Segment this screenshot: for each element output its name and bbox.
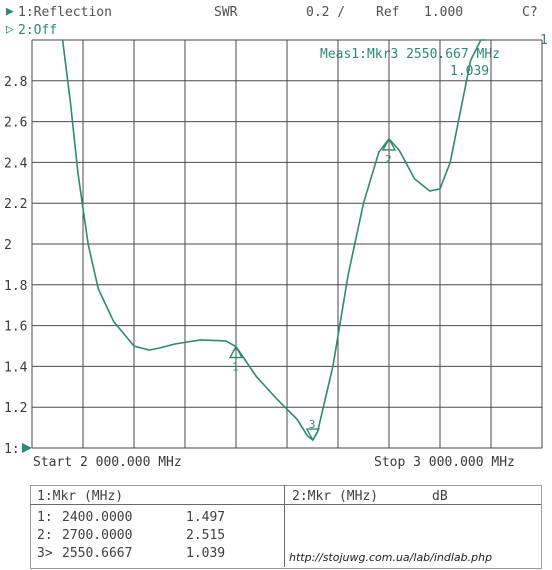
trace2-label[interactable]: 2:Off	[18, 23, 58, 38]
y-tick-label: 1:	[4, 442, 20, 457]
marker-readout-line2: 1.039	[450, 64, 490, 79]
marker-3-label: 3	[309, 418, 316, 431]
marker-2-icon	[381, 137, 397, 151]
y-tick-label: 2.2	[4, 197, 27, 212]
table-row-2-freq: 2700.0000	[62, 528, 133, 543]
marker-3-icon	[305, 428, 321, 442]
ref-position-icon	[22, 443, 32, 453]
table-row-1-value: 1.497	[186, 510, 226, 525]
start-frequency[interactable]: Start 2 000.000 MHz	[33, 455, 182, 470]
marker-table-right-header: 2:Mkr (MHz)	[292, 489, 379, 504]
ref-label: Ref	[376, 5, 400, 20]
trace-marker-right: 1	[540, 33, 548, 48]
marker-1-label: 1	[232, 361, 239, 374]
swr-trace	[61, 39, 486, 442]
table-header-rule	[30, 504, 541, 505]
scale-label[interactable]: 0.2 /	[306, 5, 346, 20]
y-tick-label: 2	[4, 238, 12, 253]
marker-table-right-unit: dB	[432, 489, 448, 504]
status-indicator: C?	[522, 5, 538, 20]
stop-frequency[interactable]: Stop 3 000.000 MHz	[374, 455, 515, 470]
table-row-1-freq: 2400.0000	[62, 510, 133, 525]
y-tick-label: 1.4	[4, 360, 28, 375]
marker-readout-line1: Meas1:Mkr3 2550.667 MHz	[320, 47, 501, 62]
table-row-3-id: 3>	[37, 546, 53, 561]
table-row-2-value: 2.515	[186, 528, 226, 543]
y-tick-label: 1.8	[4, 279, 27, 294]
table-divider	[284, 485, 285, 567]
marker-2-label: 2	[385, 153, 392, 166]
table-row-2-id: 2:	[37, 528, 53, 543]
table-row-1-id: 1:	[37, 510, 53, 525]
table-row-3-freq: 2550.6667	[62, 546, 133, 561]
trace1-label[interactable]: 1:Reflection	[18, 5, 112, 20]
table-row-3-value: 1.039	[186, 546, 226, 561]
y-tick-label: 1.6	[4, 320, 27, 335]
y-tick-label: 2.4	[4, 156, 28, 171]
trace2-indicator-icon: ▷	[6, 22, 14, 37]
format-label[interactable]: SWR	[214, 5, 238, 20]
trace-markers: 1 2 3	[228, 137, 397, 442]
plot-grid	[31, 39, 543, 449]
marker-1-icon	[228, 345, 244, 359]
marker-table	[30, 485, 542, 569]
y-tick-label: 2.6	[4, 116, 27, 131]
y-tick-labels: 2.8 2.6 2.4 2.2 2 1.8 1.6 1.4 1.2 1:	[4, 75, 28, 457]
y-tick-label: 2.8	[4, 75, 27, 90]
y-tick-label: 1.2	[4, 401, 27, 416]
marker-table-left-header: 1:Mkr (MHz)	[37, 489, 124, 504]
watermark-url: http://stojuwg.com.ua/lab/indlab.php	[289, 551, 493, 564]
ref-value[interactable]: 1.000	[424, 5, 464, 20]
trace1-indicator-icon: ▶	[6, 4, 14, 19]
